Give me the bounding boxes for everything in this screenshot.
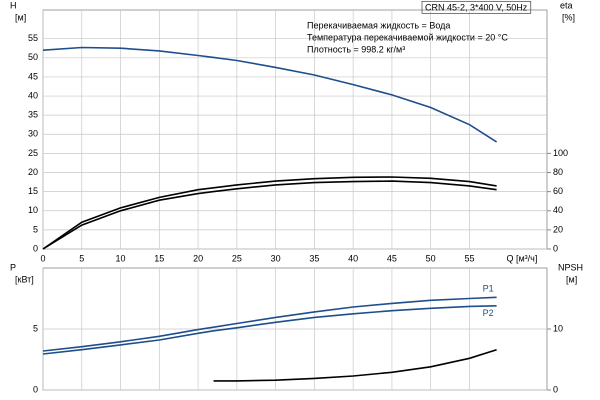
y-tick-label: 15 (28, 186, 38, 196)
y-tick-label: 35 (28, 110, 38, 120)
y-tick-label: 0 (33, 384, 38, 394)
plot-area (42, 9, 548, 250)
curve (42, 176, 497, 250)
y2-tick-label: 0 (553, 243, 558, 253)
x-tick-label: 10 (116, 253, 126, 263)
y-tick-label: 30 (28, 129, 38, 139)
x-axis-label: Q [м³/ч] (506, 253, 537, 263)
x-tick-label: 25 (232, 253, 242, 263)
x-tick-label: 5 (79, 253, 84, 263)
y2-tick-label: 10 (553, 323, 563, 333)
y2-tick-label: 0 (553, 384, 558, 394)
annotation: Перекачиваемая жидкость = Вода (307, 20, 450, 30)
y2-tick-label: 40 (553, 205, 563, 215)
y-axis-label: H (10, 0, 17, 10)
title-box (421, 0, 532, 14)
y-tick-label: 10 (28, 205, 38, 215)
y-axis-label: [м] (15, 12, 26, 22)
y2-axis-label: NPSH (558, 262, 583, 272)
y2-tick-label: 60 (553, 186, 563, 196)
x-tick-label: 35 (309, 253, 319, 263)
annotation: Температура перекачиваемой жидкости = 20… (307, 32, 508, 42)
chart-title: CRN 45-2, 3*400 V, 50Hz (425, 2, 528, 12)
x-tick-label: 55 (464, 253, 474, 263)
curve (42, 180, 497, 250)
x-tick-label: 0 (40, 253, 45, 263)
y2-axis-label: [%] (562, 12, 575, 22)
y-tick-label: 25 (28, 148, 38, 158)
y2-tick-label: 100 (553, 148, 568, 158)
y-tick-label: 5 (33, 224, 38, 234)
annotation: Плотность = 998.2 кг/м³ (307, 44, 405, 54)
x-tick-label: 20 (193, 253, 203, 263)
y2-axis-label: [м] (566, 274, 577, 284)
y-tick-label: 20 (28, 167, 38, 177)
y-tick-label: 55 (28, 33, 38, 43)
x-tick-label: 50 (426, 253, 436, 263)
y-tick-label: 5 (33, 323, 38, 333)
curve (42, 296, 497, 352)
curve (42, 46, 498, 143)
x-tick-label: 15 (154, 253, 164, 263)
x-tick-label: 40 (348, 253, 358, 263)
y-axis-label: P (10, 262, 16, 272)
series-label: P1 (483, 284, 494, 294)
series-label: P2 (483, 308, 494, 318)
x-tick-label: 45 (387, 253, 397, 263)
y-tick-label: 0 (33, 243, 38, 253)
y2-tick-label: 80 (553, 167, 563, 177)
y2-tick-label: 20 (553, 224, 563, 234)
curve (213, 348, 497, 382)
y2-axis-label: eta (560, 0, 573, 10)
curve (42, 305, 497, 355)
x-tick-label: 30 (271, 253, 281, 263)
y-tick-label: 45 (28, 71, 38, 81)
y-axis-label: [кВт] (15, 274, 34, 284)
y-tick-label: 40 (28, 90, 38, 100)
y-tick-label: 50 (28, 52, 38, 62)
